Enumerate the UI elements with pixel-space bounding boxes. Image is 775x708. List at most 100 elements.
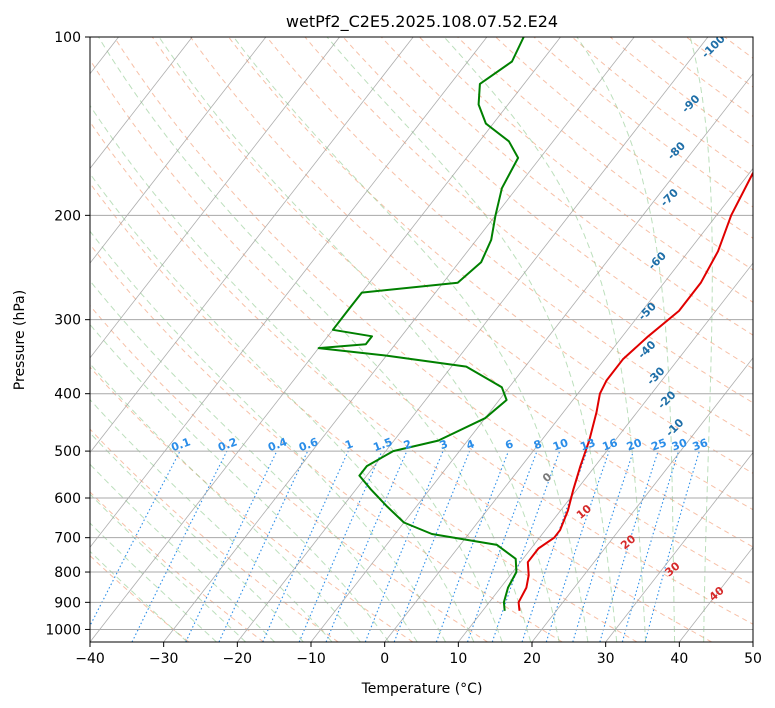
dewpoint-line — [317, 37, 525, 611]
isotherm-line — [90, 37, 340, 359]
isotherm-line — [458, 262, 753, 642]
moist-adiabat-line — [90, 463, 275, 642]
y-tick-label: 600 — [54, 491, 81, 507]
moist-adiabat-line — [90, 172, 475, 642]
profile-lines — [317, 37, 753, 611]
mixing-ratio-label: 1.5 — [371, 435, 394, 454]
moist-adiabat-line — [90, 104, 503, 642]
mixing-ratio-line — [262, 450, 349, 642]
mixing-ratio-label: 13 — [578, 436, 597, 453]
temperature-line — [517, 171, 753, 611]
y-tick-label: 200 — [54, 208, 81, 224]
dry-adiabat-line — [90, 182, 638, 642]
dry-adiabat-line — [151, 37, 753, 548]
plot-frame — [89, 36, 754, 643]
mixing-ratio-line — [466, 450, 538, 642]
y-tick-label: 300 — [54, 313, 81, 329]
mixing-ratio-label: 0.6 — [297, 435, 320, 454]
moist-adiabat-line — [90, 323, 390, 642]
dry-adiabat-line — [90, 243, 563, 642]
moist-adiabat-line — [576, 37, 676, 642]
mixing-ratio-label: 25 — [650, 436, 669, 453]
moist-adiabat-line — [90, 432, 304, 642]
mixing-ratio-label: 30 — [670, 436, 689, 454]
mixing-ratio-label: 16 — [601, 436, 620, 454]
dry-adiabat-line — [342, 37, 753, 370]
y-tick-label: 700 — [54, 531, 81, 547]
dry-adiabat-line — [113, 37, 753, 586]
chart-title: wetPf2_C2E5.2025.108.07.52.E24 — [286, 12, 558, 32]
y-tick-label: 100 — [54, 30, 81, 46]
moist-adiabat-line — [98, 37, 532, 642]
axis-ticks: −40 −30 −20 −10 0 10 20 30 40 5010020030040050060… — [45, 30, 762, 667]
isotherm-line — [90, 37, 488, 548]
moist-adiabat-line — [90, 550, 188, 642]
x-tick-label: −30 — [149, 651, 179, 667]
x-tick-label: 50 — [744, 651, 762, 667]
isotherm-line — [310, 73, 753, 642]
isotherm-line — [90, 37, 267, 264]
mixing-ratio-label: 2 — [402, 437, 414, 452]
dry-adiabat-line — [90, 304, 488, 642]
mixing-ratio-label: 0.4 — [266, 435, 289, 454]
dry-adiabat-line — [90, 554, 190, 642]
dry-adiabat-line — [418, 37, 753, 303]
y-tick-label: 500 — [54, 444, 81, 460]
mixing-ratio-label: 3 — [438, 437, 450, 452]
moist-adiabat-line — [158, 37, 560, 642]
dry-adiabat-line — [90, 428, 339, 642]
y-tick-label: 800 — [54, 565, 81, 581]
moist-adiabat-line — [233, 37, 589, 642]
x-tick-label: −10 — [296, 651, 326, 667]
mixing-ratio-line — [599, 450, 659, 642]
isotherm-line — [237, 37, 709, 642]
mixing-ratio-label: 8 — [532, 437, 544, 452]
x-tick-label: 40 — [670, 651, 688, 667]
moist-adiabat-line — [90, 363, 361, 642]
mixing-ratio-label: 20 — [625, 436, 644, 454]
moist-adiabat-line — [90, 493, 246, 642]
mixing-ratio-line — [491, 450, 561, 642]
isotherm-line — [605, 451, 753, 642]
isotherm-line — [90, 37, 561, 642]
x-tick-label: 30 — [597, 651, 615, 667]
y-tick-label: 1000 — [45, 622, 81, 638]
mixing-ratio-line — [325, 450, 408, 642]
mixing-ratio-line — [364, 450, 444, 642]
mixing-ratio-line — [621, 450, 680, 642]
moist-adiabat-line — [689, 37, 713, 642]
isotherm-line — [384, 167, 753, 642]
x-tick-label: −20 — [223, 651, 253, 667]
dry-adiabat-line — [90, 366, 414, 642]
mixing-ratio-label: 0.1 — [169, 435, 192, 454]
moist-adiabat-line — [90, 398, 333, 642]
x-axis-label: Temperature (°C) — [361, 681, 483, 697]
mixing-ratio-line — [545, 450, 610, 642]
x-tick-label: 0 — [380, 651, 389, 667]
mixing-ratio-label: 10 — [551, 436, 570, 454]
y-axis-label: Pressure (hPa) — [12, 290, 28, 390]
dry-adiabat-line — [90, 121, 712, 642]
isotherm-line — [531, 357, 753, 642]
y-tick-label: 900 — [54, 595, 81, 611]
moist-adiabat-line — [326, 37, 618, 642]
mixing-ratio-line — [298, 450, 383, 642]
background-lines — [90, 37, 753, 642]
x-tick-label: 10 — [449, 651, 467, 667]
mixing-ratio-label: 4 — [465, 437, 477, 452]
mixing-ratio-label: 36 — [691, 436, 710, 454]
moist-adiabat-line — [90, 280, 418, 642]
moist-adiabat-line — [90, 230, 446, 642]
isotherm-line — [90, 37, 193, 170]
x-tick-label: 20 — [523, 651, 541, 667]
isotherm-line — [90, 37, 414, 454]
isotherm-line — [163, 37, 635, 642]
moist-adiabat-line — [443, 37, 647, 642]
mixing-ratio-line — [435, 450, 510, 642]
mixing-ratio-label: 6 — [503, 437, 515, 452]
mixing-ratio-label: 1 — [343, 437, 355, 452]
mixing-ratio-line — [572, 450, 634, 642]
x-tick-label: −40 — [75, 651, 105, 667]
y-tick-label: 400 — [54, 387, 81, 403]
